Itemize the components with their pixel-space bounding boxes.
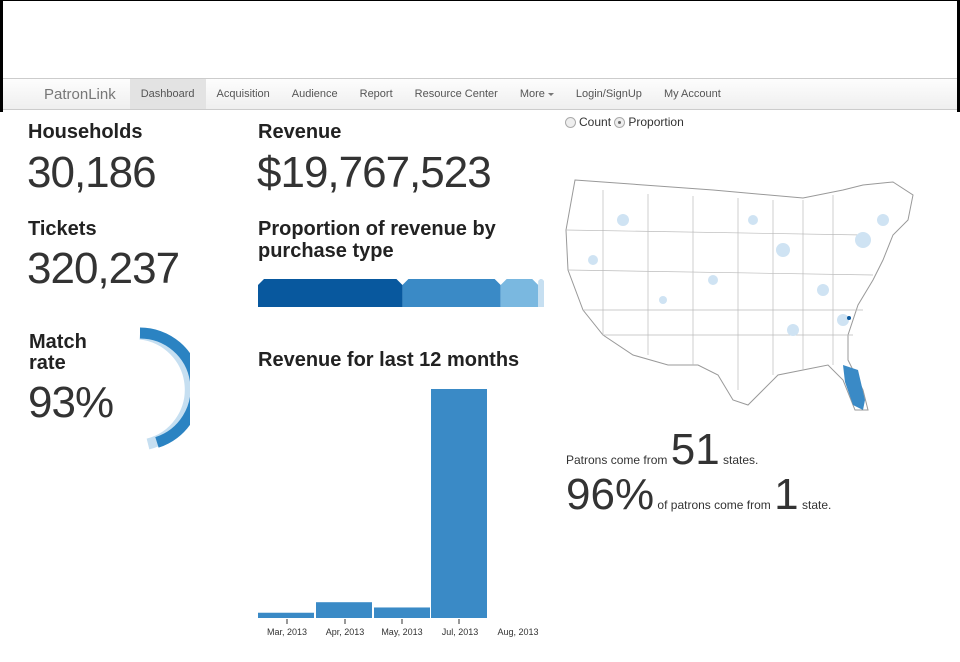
state-borders xyxy=(565,190,874,390)
bar-Jul, 2013[interactable] xyxy=(431,389,487,618)
proportion-label[interactable]: Proportion xyxy=(628,115,684,129)
summary-text: Patrons come from xyxy=(566,453,668,467)
patron-density xyxy=(588,214,889,336)
bar-Apr, 2013[interactable] xyxy=(316,602,372,618)
match-rate-value: 93% xyxy=(28,378,114,427)
map-mode-toggle: Count Proportion xyxy=(565,115,684,129)
bar-Mar, 2013[interactable] xyxy=(258,612,314,618)
proportion-title: Proportion of revenue by purchase type xyxy=(258,218,496,262)
count-radio[interactable] xyxy=(565,117,576,129)
gauge-fill xyxy=(139,327,190,448)
tickets-value: 320,237 xyxy=(27,244,180,293)
bar-May, 2013[interactable] xyxy=(374,607,430,618)
navbar: PatronLink Dashboard Acquisition Audienc… xyxy=(3,78,957,110)
x-tick-label: May, 2013 xyxy=(381,627,423,637)
households-label: Households xyxy=(28,121,143,143)
proportion-segment[interactable] xyxy=(500,279,539,307)
revenue-value: $19,767,523 xyxy=(257,148,492,197)
top-state-percent: 96% xyxy=(566,470,655,519)
households-value: 30,186 xyxy=(27,148,157,197)
caret-down-icon xyxy=(547,92,554,96)
proportion-bar xyxy=(258,279,544,307)
nav-my-account[interactable]: My Account xyxy=(663,88,721,100)
nav-report[interactable]: Report xyxy=(359,88,393,100)
brand-logo[interactable]: PatronLink xyxy=(44,85,116,103)
proportion-title-line: purchase type xyxy=(258,240,394,262)
us-map[interactable] xyxy=(563,160,923,420)
nav-dashboard[interactable]: Dashboard xyxy=(129,79,206,109)
count-label[interactable]: Count xyxy=(579,115,612,129)
summary-text: states. xyxy=(723,453,759,467)
nav-login-signup[interactable]: Login/SignUp xyxy=(575,88,642,100)
florida-highlight xyxy=(843,365,865,410)
proportion-radio[interactable] xyxy=(614,117,626,129)
states-count: 51 xyxy=(670,425,720,474)
nav-acquisition[interactable]: Acquisition xyxy=(216,88,270,100)
proportion-segment[interactable] xyxy=(258,279,403,307)
border xyxy=(957,0,960,112)
nav-resource-center[interactable]: Resource Center xyxy=(414,88,498,100)
x-tick-label: Apr, 2013 xyxy=(325,627,365,637)
tickets-label: Tickets xyxy=(28,218,97,240)
chart-title: Revenue for last 12 months xyxy=(258,349,520,371)
states-summary: Patrons come from 51 states. xyxy=(566,425,758,475)
x-tick-label: Jul, 2013 xyxy=(441,627,479,637)
x-tick-label: Aug, 2013 xyxy=(497,627,539,637)
top-state-count: 1 xyxy=(774,470,799,519)
us-outline xyxy=(565,179,914,411)
summary-text: state. xyxy=(801,498,832,512)
summary-text: of patrons come from xyxy=(657,498,771,512)
concentration-summary: 96% of patrons come from 1 state. xyxy=(566,470,831,520)
nav-audience[interactable]: Audience xyxy=(291,88,338,100)
proportion-segment[interactable] xyxy=(402,279,501,307)
x-tick-label: Mar, 2013 xyxy=(266,627,308,637)
hotspot xyxy=(847,316,851,320)
match-label-line: Match xyxy=(29,331,87,353)
match-rate-label: Match rate xyxy=(29,332,87,374)
match-label-line: rate xyxy=(29,352,66,374)
match-rate-gauge xyxy=(139,327,190,450)
proportion-segment[interactable] xyxy=(538,279,544,307)
nav-more-dropdown[interactable]: More xyxy=(509,79,565,109)
border xyxy=(0,0,3,112)
proportion-title-line: Proportion of revenue by xyxy=(258,218,496,240)
revenue-label: Revenue xyxy=(258,121,342,143)
nav-more-label: More xyxy=(519,88,545,100)
